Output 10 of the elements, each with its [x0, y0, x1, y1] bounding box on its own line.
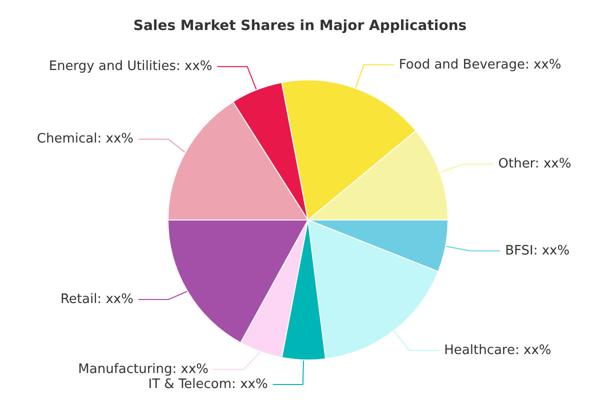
slice-label: Energy and Utilities: xx%	[48, 59, 212, 74]
slice-label: Chemical: xx%	[36, 132, 134, 147]
slice-label: BFSI: xx%	[505, 243, 570, 258]
slice-label: IT & Telecom: xx%	[148, 377, 268, 392]
slice-label: Retail: xx%	[60, 292, 134, 307]
slice-label: Other: xx%	[498, 156, 572, 172]
slice-label: Food and Beverage: xx%	[398, 57, 562, 72]
slice-label: Healthcare: xx%	[444, 342, 552, 358]
chart-title: Sales Market Shares in Major Applications	[133, 18, 467, 34]
slice-label: Manufacturing: xx%	[78, 362, 209, 377]
